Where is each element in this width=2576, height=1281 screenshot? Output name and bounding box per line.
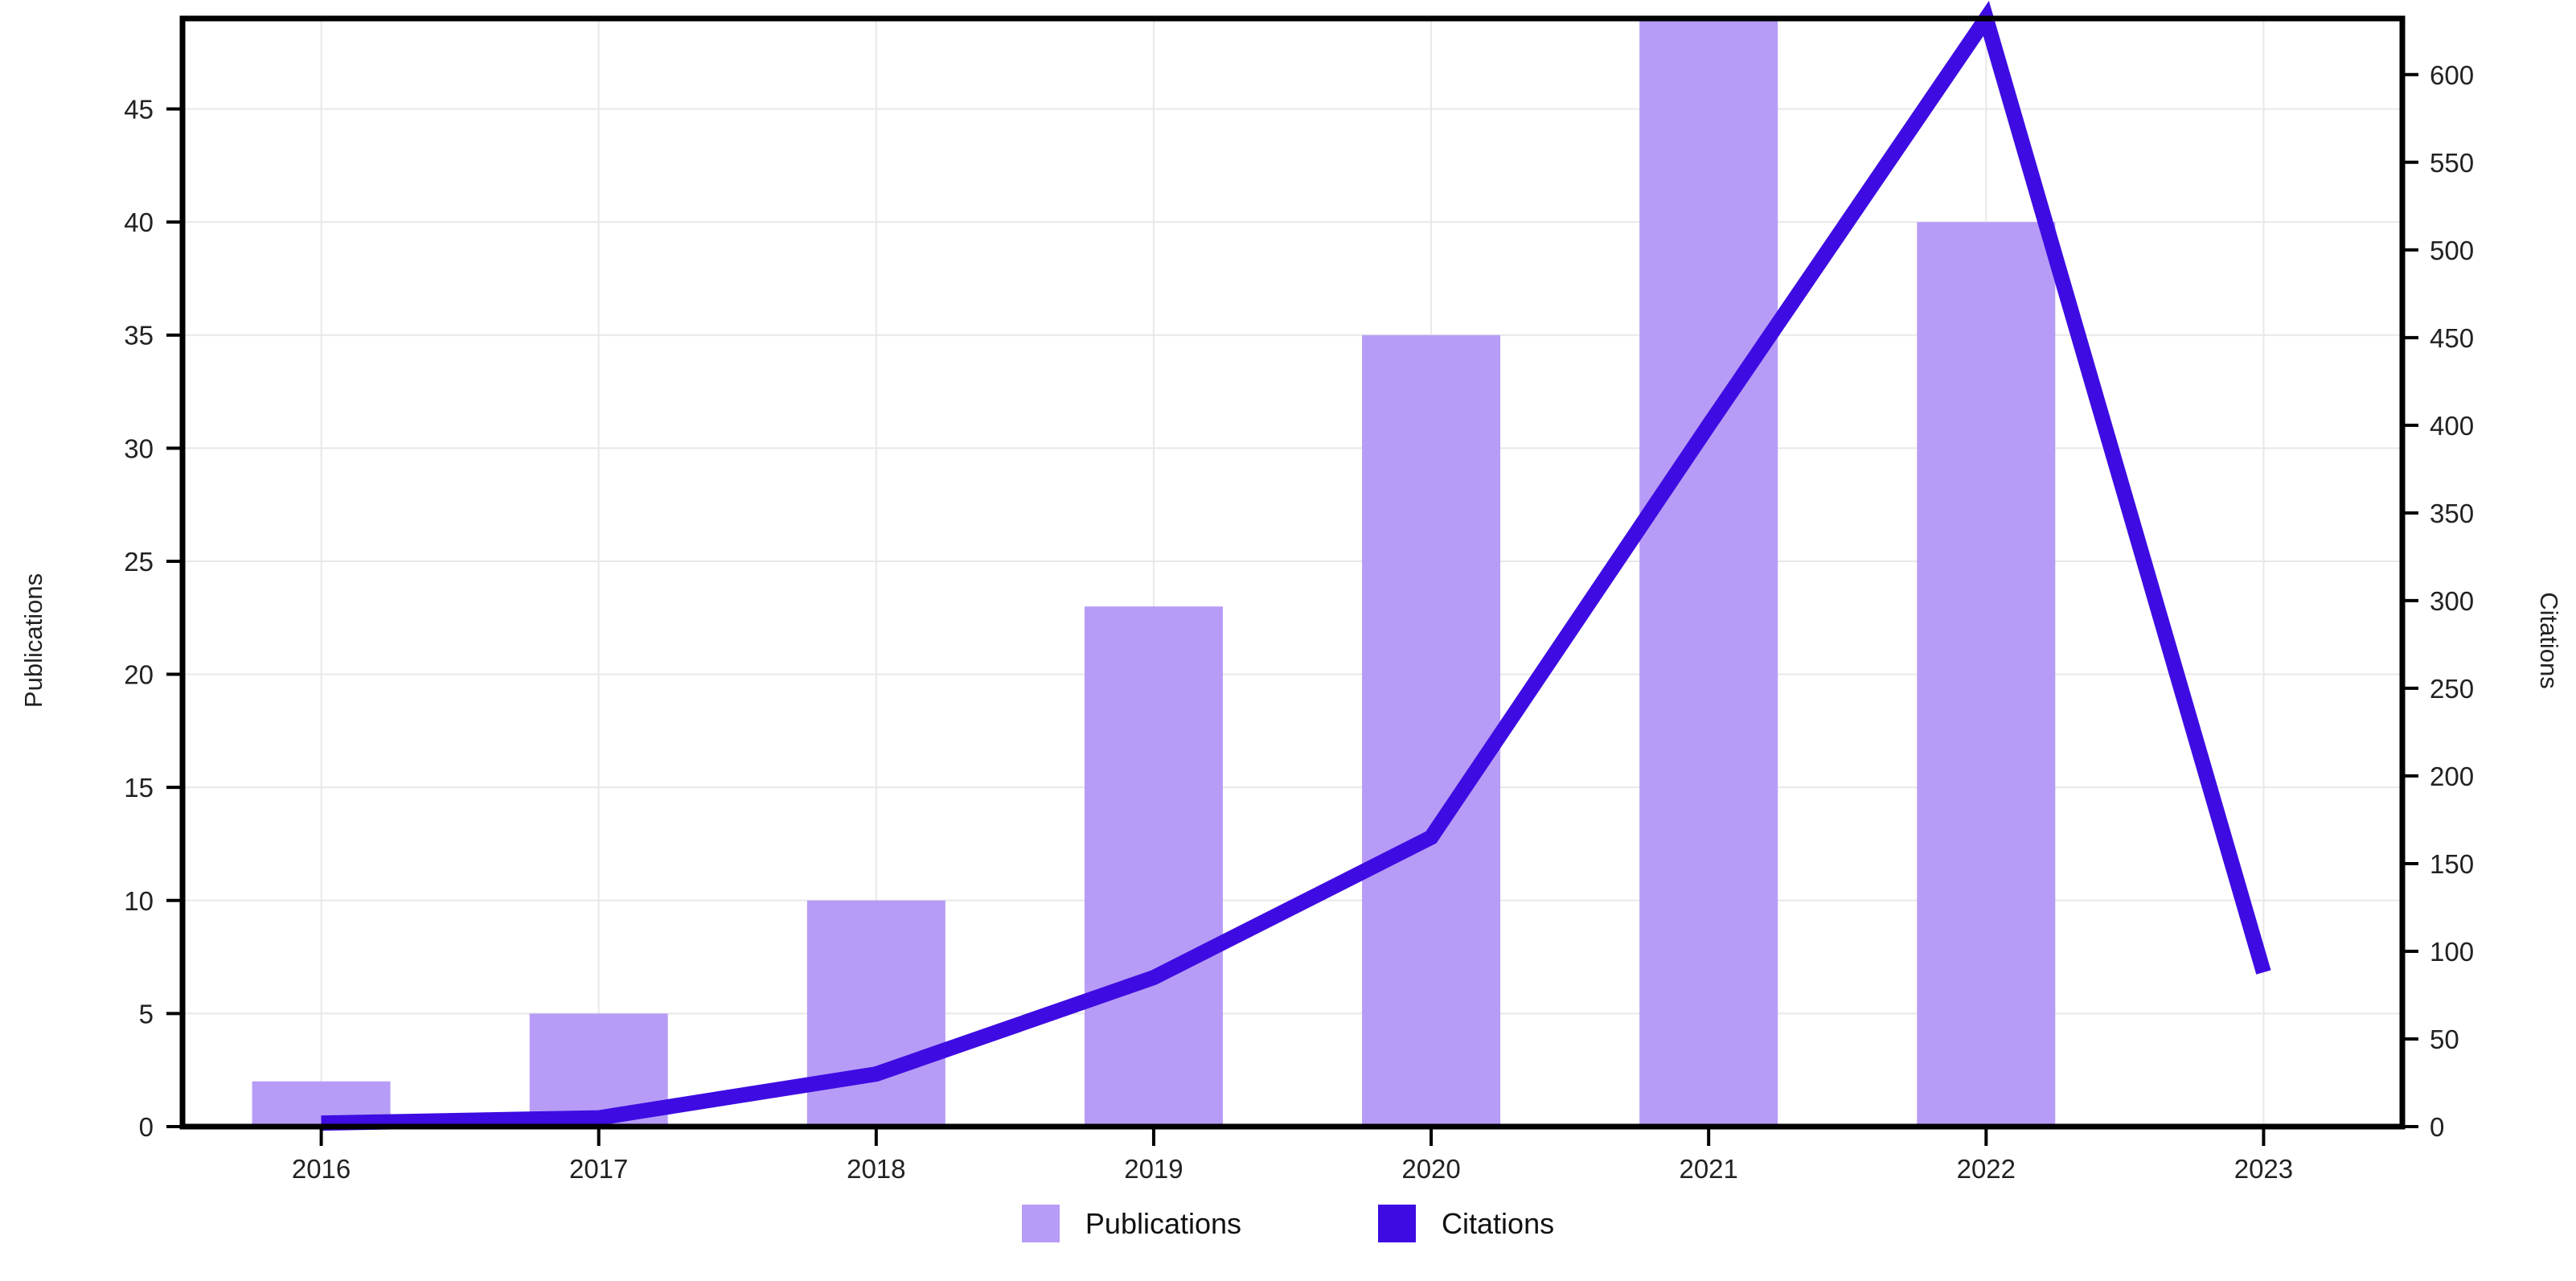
left-tick-label-15: 15 xyxy=(124,773,154,803)
x-tick-label-2023: 2023 xyxy=(2234,1154,2293,1184)
right-tick-label-550: 550 xyxy=(2430,148,2474,178)
left-tick-label-35: 35 xyxy=(124,321,154,351)
x-tick-label-2019: 2019 xyxy=(1124,1154,1183,1184)
left-tick-label-10: 10 xyxy=(124,886,154,916)
left-tick-label-30: 30 xyxy=(124,433,154,463)
bar-2022 xyxy=(1917,222,2056,1127)
right-tick-label-450: 450 xyxy=(2430,323,2474,353)
bar-2021 xyxy=(1639,18,1778,1127)
legend-label-citations: Citations xyxy=(1442,1206,1555,1240)
legend-swatch-publications xyxy=(1021,1205,1060,1242)
left-tick-label-5: 5 xyxy=(139,999,154,1028)
right-tick-label-0: 0 xyxy=(2430,1112,2444,1142)
x-tick-label-2016: 2016 xyxy=(292,1154,351,1184)
right-tick-label-100: 100 xyxy=(2430,937,2474,967)
right-tick-label-350: 350 xyxy=(2430,499,2474,528)
chart-legend: Publications Citations xyxy=(0,1205,2576,1242)
x-tick-label-2017: 2017 xyxy=(569,1154,628,1184)
right-tick-label-50: 50 xyxy=(2430,1024,2459,1054)
x-tick-label-2018: 2018 xyxy=(847,1154,905,1184)
x-tick-label-2020: 2020 xyxy=(1401,1154,1460,1184)
citations-line xyxy=(321,1,2271,1131)
legend-item-citations: Citations xyxy=(1378,1205,1554,1242)
left-tick-label-40: 40 xyxy=(124,207,154,237)
legend-swatch-citations xyxy=(1378,1205,1417,1242)
right-tick-label-250: 250 xyxy=(2430,674,2474,704)
x-tick-label-2021: 2021 xyxy=(1679,1154,1737,1184)
right-axis-title: Citations xyxy=(2535,592,2563,689)
right-tick-label-300: 300 xyxy=(2430,586,2474,616)
right-tick-label-400: 400 xyxy=(2430,411,2474,441)
x-tick-label-2022: 2022 xyxy=(1957,1154,2016,1184)
right-tick-label-600: 600 xyxy=(2430,60,2474,90)
bar-2020 xyxy=(1362,335,1501,1127)
right-tick-label-150: 150 xyxy=(2430,849,2474,879)
left-tick-label-45: 45 xyxy=(124,94,154,124)
right-tick-label-200: 200 xyxy=(2430,762,2474,791)
legend-item-publications: Publications xyxy=(1021,1205,1242,1242)
bar-2018 xyxy=(806,900,945,1127)
bar-2019 xyxy=(1084,606,1223,1127)
left-tick-label-0: 0 xyxy=(139,1112,154,1142)
left-tick-label-25: 25 xyxy=(124,547,154,577)
plot-border xyxy=(179,15,2406,1130)
right-tick-label-500: 500 xyxy=(2430,236,2474,265)
legend-label-publications: Publications xyxy=(1085,1206,1242,1240)
left-axis-title: Publications xyxy=(19,573,47,708)
left-tick-label-20: 20 xyxy=(124,660,154,690)
